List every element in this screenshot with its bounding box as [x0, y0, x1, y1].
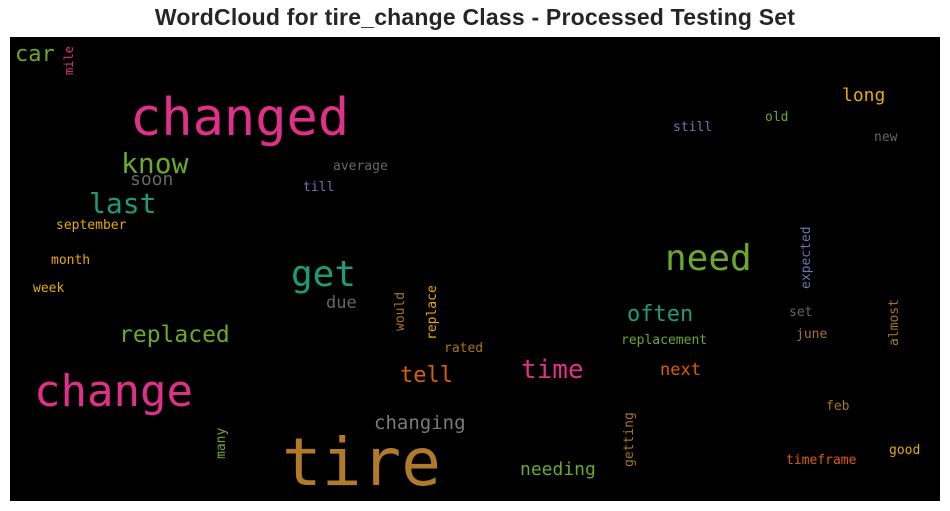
word-still: still [673, 120, 713, 135]
word-change: change [34, 366, 193, 417]
word-often: often [627, 302, 694, 327]
figure-title: WordCloud for tire_change Class - Proces… [154, 4, 796, 30]
word-replacement: replacement [621, 333, 708, 348]
word-need: need [665, 238, 752, 279]
word-soon: soon [130, 169, 174, 190]
word-would: would [393, 291, 408, 331]
word-long: long [842, 85, 886, 106]
word-tire: tire [282, 424, 441, 501]
word-time: time [521, 355, 584, 385]
word-replace: replace [425, 285, 440, 340]
word-old: old [765, 110, 789, 125]
wordcloud-canvas: tire changed change need get know last r… [10, 37, 940, 501]
word-average: average [333, 159, 388, 174]
word-good: good [889, 443, 921, 458]
word-set: set [789, 305, 813, 320]
word-many: many [214, 427, 229, 459]
word-feb: feb [826, 399, 850, 414]
word-almost: almost [887, 299, 902, 346]
word-get: get [291, 254, 357, 295]
word-needing: needing [520, 459, 596, 480]
word-week: week [33, 281, 65, 296]
word-next: next [660, 360, 701, 380]
word-know: know [121, 147, 189, 180]
word-june: june [796, 327, 828, 342]
word-month: month [51, 253, 91, 268]
word-expected: expected [799, 226, 814, 289]
word-replaced: replaced [119, 322, 230, 348]
word-rated: rated [444, 341, 484, 356]
word-tell: tell [400, 363, 453, 388]
word-last: last [89, 187, 157, 220]
word-september: september [56, 218, 127, 233]
word-new: new [874, 130, 898, 145]
word-changed: changed [130, 88, 350, 148]
word-changing: changing [374, 412, 466, 434]
word-car: car [15, 42, 55, 67]
word-getting: getting [622, 412, 637, 467]
word-timeframe: timeframe [786, 453, 857, 468]
word-till: till [303, 180, 335, 195]
word-mile: mile [62, 46, 76, 75]
word-due: due [326, 293, 357, 313]
